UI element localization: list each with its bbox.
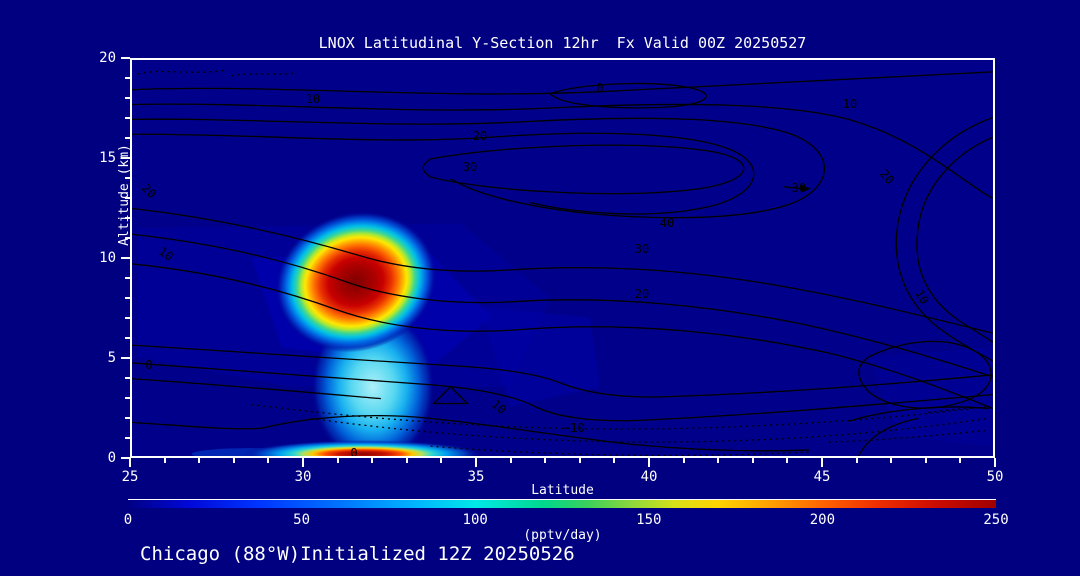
x-major-tick xyxy=(129,458,131,467)
y-minor-tick xyxy=(125,317,130,319)
y-minor-tick xyxy=(125,237,130,239)
x-minor-tick xyxy=(163,458,166,463)
y-tick-label: 15 xyxy=(99,150,116,166)
x-minor-tick xyxy=(855,458,858,463)
y-tick-label: 10 xyxy=(99,250,116,266)
x-minor-tick xyxy=(613,458,616,463)
contour-line-label: 10 xyxy=(842,97,858,111)
y-major-tick xyxy=(121,57,130,59)
colorbar-tick-label: 200 xyxy=(809,512,836,528)
contour-line-label: 30 xyxy=(634,242,650,256)
x-minor-tick xyxy=(959,458,962,463)
x-minor-tick xyxy=(751,458,754,463)
x-major-tick xyxy=(821,458,823,467)
x-tick-label: 35 xyxy=(467,469,485,485)
contour-line-label: 0 xyxy=(596,81,604,95)
y-major-tick xyxy=(121,257,130,259)
colorbar-tick-label: 250 xyxy=(983,512,1009,528)
x-major-tick xyxy=(648,458,650,467)
contour-line-label: 40 xyxy=(659,216,675,230)
x-minor-tick xyxy=(232,458,235,463)
y-minor-tick xyxy=(125,397,130,399)
surface-band xyxy=(243,440,483,456)
y-minor-tick xyxy=(125,417,130,419)
contour-canvas xyxy=(132,69,993,456)
plot-area: 0 10 10 20 30 20 30 20 40 30 10 20 10 0 10 −10 0 xyxy=(130,58,995,458)
y-minor-tick xyxy=(125,217,130,219)
x-minor-tick xyxy=(509,458,512,463)
x-major-tick xyxy=(302,458,304,467)
contour-line-label: 20 xyxy=(472,129,488,143)
contour-line-label: 20 xyxy=(634,287,650,301)
contour-line-label: 0 xyxy=(145,358,153,372)
plume-core xyxy=(275,211,437,353)
y-tick-label: 5 xyxy=(107,350,116,366)
x-minor-tick xyxy=(544,458,547,463)
y-minor-tick xyxy=(125,377,130,379)
x-minor-tick xyxy=(267,458,270,463)
x-tick-label: 30 xyxy=(294,469,312,485)
colorbar xyxy=(128,499,996,508)
y-minor-tick xyxy=(125,97,130,99)
x-minor-tick xyxy=(786,458,789,463)
x-tick-label: 50 xyxy=(986,469,1004,485)
footer-text: Chicago (88°W)Initialized 12Z 20250526 xyxy=(140,543,575,565)
y-minor-tick xyxy=(125,337,130,339)
colorbar-units-label: (pptv/day) xyxy=(523,528,602,543)
x-minor-tick xyxy=(578,458,581,463)
filled-contours xyxy=(136,211,993,456)
x-major-tick xyxy=(475,458,477,467)
y-minor-tick xyxy=(125,277,130,279)
y-minor-tick xyxy=(125,197,130,199)
y-minor-tick xyxy=(125,117,130,119)
y-axis-label: Altitude (km) xyxy=(117,144,132,246)
x-minor-tick xyxy=(440,458,443,463)
y-tick-label: 0 xyxy=(107,450,116,466)
y-minor-tick xyxy=(125,297,130,299)
x-minor-tick xyxy=(336,458,339,463)
x-minor-tick xyxy=(682,458,685,463)
y-major-tick xyxy=(121,157,130,159)
x-minor-tick xyxy=(924,458,927,463)
plot-title: LNOX Latitudinal Y-Section 12hr Fx Valid… xyxy=(318,34,807,52)
x-minor-tick xyxy=(371,458,374,463)
colorbar-tick-label: 50 xyxy=(293,512,311,528)
y-major-tick xyxy=(121,457,130,459)
contour-line-label: 10 xyxy=(305,92,321,106)
contour-line-label: 0 xyxy=(350,446,358,458)
x-tick-label: 45 xyxy=(813,469,831,485)
y-minor-tick xyxy=(125,77,130,79)
x-minor-tick xyxy=(405,458,408,463)
contour-lines xyxy=(132,71,993,456)
x-major-tick xyxy=(994,458,996,467)
colorbar-tick-label: 0 xyxy=(123,512,133,528)
negative-contours xyxy=(137,69,991,456)
y-tick-label: 20 xyxy=(99,50,116,66)
y-minor-tick xyxy=(125,437,130,439)
x-minor-tick xyxy=(198,458,201,463)
colorbar-tick-label: 150 xyxy=(636,512,662,528)
contour-line-label: −10 xyxy=(563,421,585,435)
x-tick-label: 40 xyxy=(640,469,658,485)
x-tick-label: 25 xyxy=(121,469,139,485)
contour-line-label: 30 xyxy=(791,181,807,195)
y-major-tick xyxy=(121,357,130,359)
colorbar-tick-label: 100 xyxy=(462,512,488,528)
x-minor-tick xyxy=(717,458,720,463)
y-minor-tick xyxy=(125,137,130,139)
x-minor-tick xyxy=(890,458,893,463)
contour-line-label: 30 xyxy=(462,160,478,174)
x-axis-label: Latitude xyxy=(531,483,594,498)
y-minor-tick xyxy=(125,177,130,179)
